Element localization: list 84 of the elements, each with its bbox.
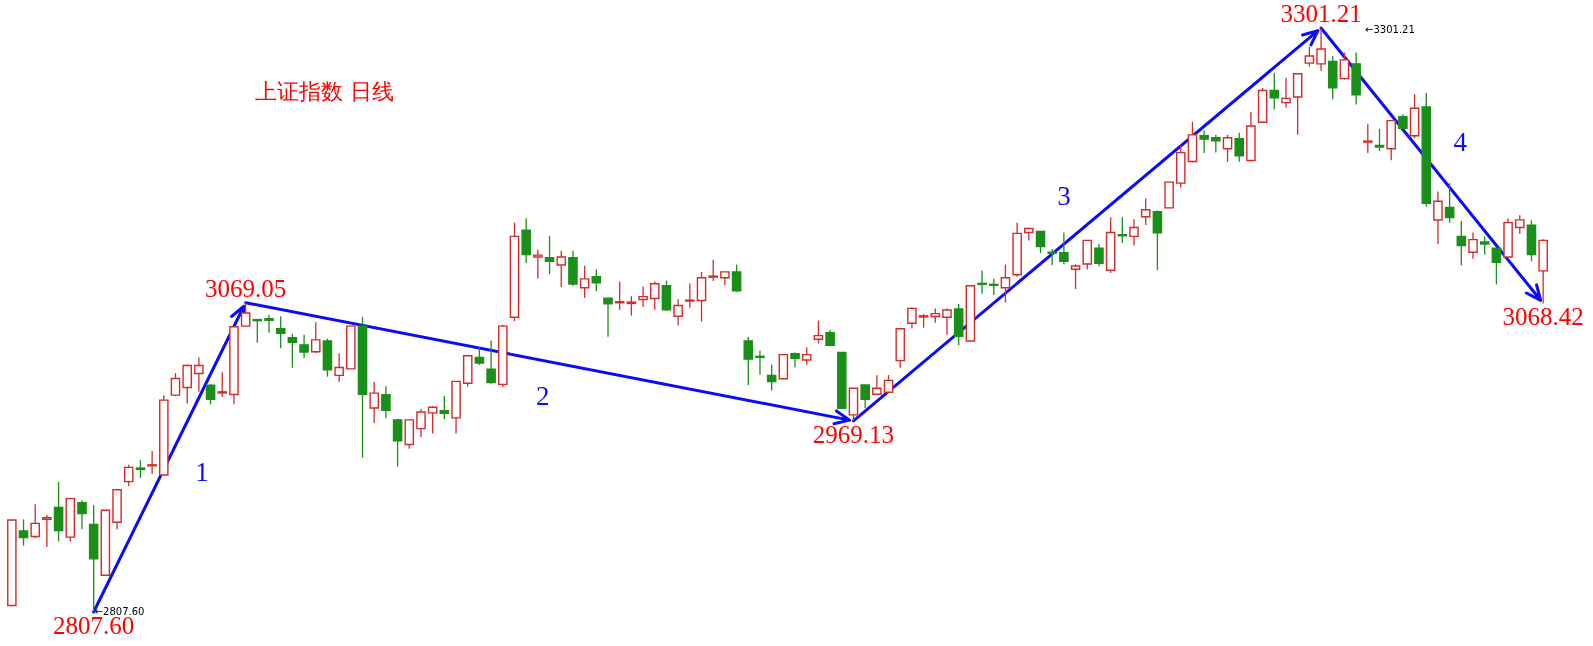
candlestick <box>544 235 555 275</box>
candlestick <box>1514 214 1525 235</box>
candlestick <box>194 356 204 393</box>
candlestick <box>1468 231 1478 260</box>
annotation: 2969.13 <box>812 420 895 448</box>
annotation: 3069.05 <box>205 274 287 302</box>
candlestick <box>123 464 134 487</box>
candlestick <box>1444 182 1455 224</box>
candlestick <box>626 295 637 317</box>
candlestick <box>743 336 754 386</box>
candlestick <box>1199 129 1209 154</box>
candlestick <box>1433 190 1443 245</box>
candlestick <box>872 374 882 395</box>
candlestick <box>638 285 648 308</box>
candlestick <box>381 385 391 419</box>
annotation: 4 <box>1453 127 1468 158</box>
annotation: 3068.42 <box>1502 303 1584 331</box>
candlestick <box>1456 220 1467 266</box>
candlestick <box>1222 134 1233 163</box>
candlestick <box>1491 247 1502 286</box>
candlestick <box>1000 263 1011 304</box>
annotation: ←3301.21 <box>1365 24 1415 35</box>
candlestick <box>1281 77 1291 109</box>
candlestick <box>427 405 438 435</box>
candlestick <box>53 480 64 543</box>
candlestick <box>240 302 251 327</box>
candlestick <box>77 499 87 530</box>
candlestick <box>1479 235 1490 256</box>
candlestick <box>696 271 707 323</box>
candlestick <box>907 306 917 330</box>
candlestick <box>334 352 344 383</box>
candlestick <box>147 450 157 475</box>
candlestick <box>217 371 228 398</box>
candlestick <box>392 418 403 468</box>
candlestick <box>275 315 286 349</box>
candlestick <box>556 250 567 288</box>
candlestick <box>287 333 298 369</box>
candlestick <box>1070 263 1081 290</box>
candlestick <box>1292 72 1303 136</box>
annotation: 3 <box>1057 180 1071 211</box>
candlestick <box>1140 197 1151 226</box>
candlestick <box>942 307 952 336</box>
candlestick <box>708 259 718 282</box>
candlestick <box>790 351 800 368</box>
candlestick <box>416 408 426 438</box>
candlestick <box>18 518 29 547</box>
candlestick <box>182 363 192 405</box>
candlestick <box>813 319 824 345</box>
candlestick <box>603 297 613 338</box>
annotation: 1 <box>195 457 209 488</box>
candlestick <box>264 314 274 334</box>
candlestick <box>673 298 683 327</box>
candlestick <box>977 269 987 295</box>
candlestick <box>755 350 765 376</box>
candlestick <box>1316 27 1326 72</box>
candlestick <box>1094 243 1104 267</box>
candlestick <box>369 381 380 424</box>
annotation: 2 <box>535 381 550 412</box>
candlestick <box>1234 132 1245 163</box>
candlestick <box>649 280 660 311</box>
candlestick <box>685 282 695 309</box>
candlestick <box>1082 239 1093 270</box>
candlestick <box>731 263 742 293</box>
candlestick <box>1363 123 1373 154</box>
candlestick <box>30 503 41 539</box>
candlestick <box>860 384 870 409</box>
candlestick <box>1035 230 1046 254</box>
candlestick <box>591 268 602 292</box>
candlestick <box>310 321 321 354</box>
candlestick <box>533 249 543 280</box>
candlestick <box>1211 134 1221 154</box>
candlestick <box>42 514 52 548</box>
candlestick <box>579 265 590 299</box>
annotation: 上证指数 日线 <box>255 79 394 104</box>
candlestick <box>486 339 496 385</box>
candlestick <box>1129 218 1139 247</box>
annotation: 3301.21 <box>1280 0 1362 27</box>
candlestick <box>299 334 309 359</box>
candlestick <box>1059 231 1069 265</box>
candlestick <box>1304 46 1315 68</box>
candlestick <box>1152 209 1163 271</box>
candlestick <box>439 395 450 420</box>
candlestick <box>1339 51 1350 81</box>
candlestick <box>1374 128 1385 152</box>
